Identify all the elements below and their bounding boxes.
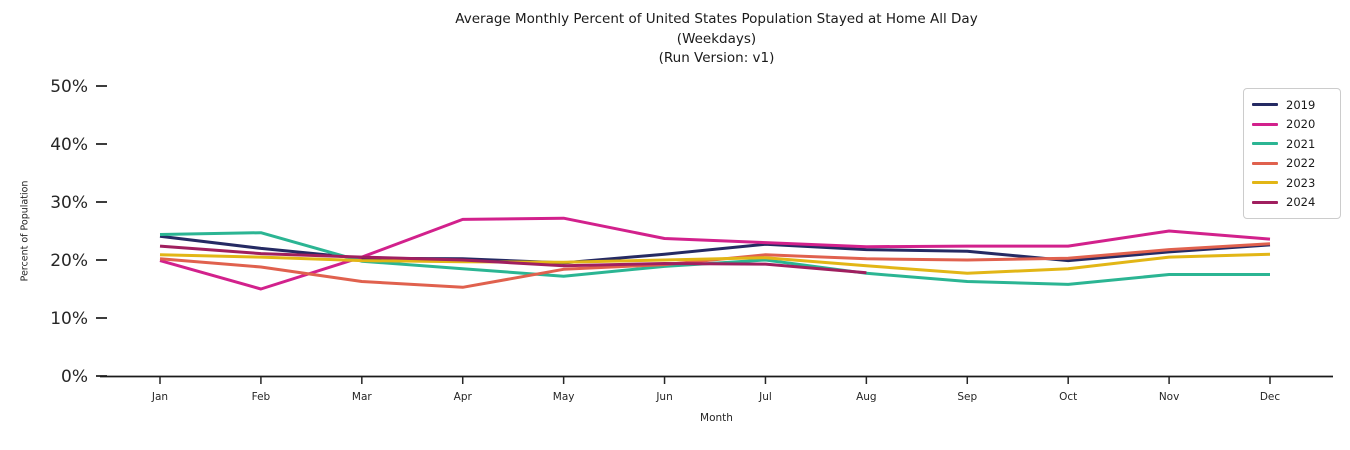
x-tick-label: Jan	[151, 391, 168, 403]
y-axis-label: Percent of Population	[19, 180, 31, 282]
x-tick-label: Aug	[856, 391, 877, 403]
x-tick-label: Apr	[454, 391, 473, 403]
legend-label: 2023	[1286, 175, 1316, 190]
series-line-2023	[159, 252, 1271, 275]
legend-label: 2022	[1286, 156, 1316, 171]
x-tick-label: Oct	[1059, 391, 1077, 403]
legend-item-2021: 2021	[1252, 134, 1332, 154]
legend-item-2020: 2020	[1252, 115, 1332, 135]
y-tick-label: 30%	[50, 193, 88, 213]
x-axis-label: Month	[700, 412, 733, 424]
legend-item-2023: 2023	[1252, 173, 1332, 193]
legend-swatch	[1252, 103, 1278, 107]
x-tick-label: Jul	[758, 391, 772, 403]
x-tick-label: Mar	[352, 391, 372, 403]
legend-item-2019: 2019	[1252, 95, 1332, 115]
chart-title-line1: Average Monthly Percent of United States…	[455, 11, 978, 27]
legend-label: 2019	[1286, 97, 1316, 112]
y-tick-label: 0%	[61, 367, 88, 387]
x-tick-label: Nov	[1159, 391, 1180, 403]
legend-swatch	[1252, 200, 1278, 204]
legend-swatch	[1252, 142, 1278, 146]
x-tick-label: Sep	[957, 391, 977, 403]
legend-label: 2021	[1286, 136, 1316, 151]
y-tick-label: 40%	[50, 135, 88, 155]
x-tick-label: Feb	[252, 391, 271, 403]
series-line-2020	[159, 216, 1271, 291]
legend-label: 2024	[1286, 195, 1316, 210]
legend-label: 2020	[1286, 117, 1316, 132]
legend-swatch	[1252, 122, 1278, 126]
chart-title-line3: (Run Version: v1)	[658, 50, 775, 66]
y-tick-label: 20%	[50, 251, 88, 271]
legend: 2019 2020 2021 2022 2023 2024	[1243, 88, 1341, 219]
y-tick-label: 50%	[50, 77, 88, 97]
legend-item-2022: 2022	[1252, 154, 1332, 174]
legend-swatch	[1252, 161, 1278, 165]
legend-item-2024: 2024	[1252, 193, 1332, 213]
chart-title: Average Monthly Percent of United States…	[83, 10, 1350, 69]
y-tick-label: 10%	[50, 309, 88, 329]
x-tick-label: Dec	[1260, 391, 1281, 403]
series-line-2024	[159, 244, 867, 275]
legend-swatch	[1252, 181, 1278, 185]
x-tick-label: Jun	[655, 391, 672, 403]
x-tick-label: May	[553, 391, 575, 403]
chart-title-line2: (Weekdays)	[676, 30, 757, 47]
